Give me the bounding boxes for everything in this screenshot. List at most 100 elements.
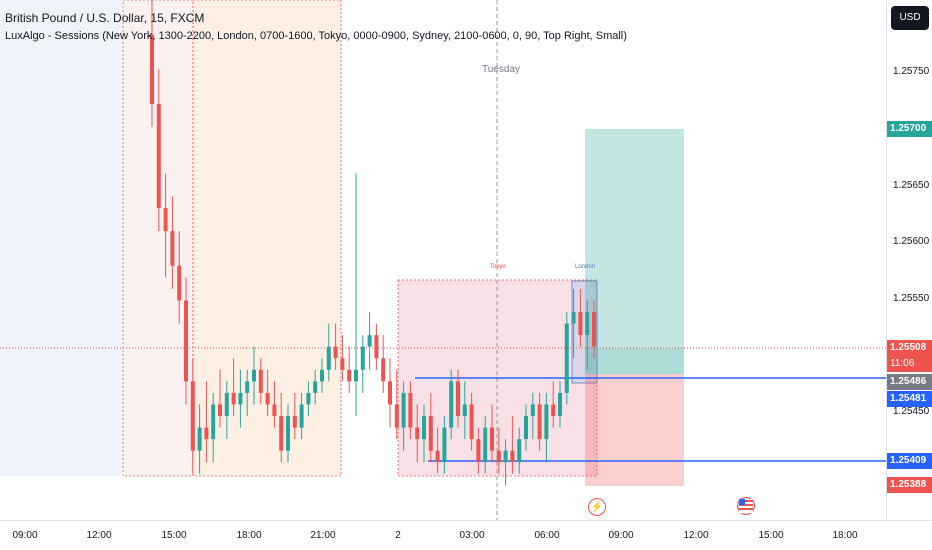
currency-button[interactable]: USD	[891, 6, 929, 30]
level-lower-label: 1.25409	[887, 453, 932, 469]
candle-body	[592, 312, 596, 347]
candle-body	[476, 439, 481, 463]
candle-body	[258, 369, 263, 393]
time-tick: 18:00	[832, 530, 858, 541]
candle-body	[578, 312, 583, 336]
candles-group	[150, 0, 596, 486]
candle-body	[381, 358, 386, 382]
candle-body	[394, 404, 399, 428]
candle-body	[170, 231, 175, 266]
london-label: London	[575, 264, 595, 270]
candle-body	[415, 427, 420, 440]
chart-area[interactable]: Tokyo London British Pound / U.S. Dollar…	[0, 0, 886, 520]
candle-body	[265, 392, 270, 405]
candle-body	[197, 427, 202, 451]
tokyo-label: Tokyo	[490, 264, 506, 270]
candlestick-chart[interactable]: Tokyo London	[0, 0, 886, 520]
candle-body	[163, 208, 168, 232]
time-tick: 12:00	[86, 530, 112, 541]
target-zone	[585, 129, 684, 374]
candle-body	[469, 404, 474, 440]
candle-body	[292, 416, 297, 428]
candle-body	[428, 416, 433, 451]
candle-body	[537, 404, 542, 440]
stop-zone	[585, 374, 684, 486]
candle-body	[286, 416, 290, 451]
candle-body	[272, 404, 277, 416]
entry-line-box	[585, 348, 684, 374]
candle-body	[442, 427, 447, 463]
candle-body	[279, 416, 284, 451]
candle-body	[422, 416, 426, 440]
time-tick: 03:00	[459, 530, 485, 541]
candle-body	[204, 427, 209, 440]
candle-body	[462, 404, 467, 416]
us-flag-icon[interactable]	[737, 497, 755, 515]
candle-body	[388, 381, 392, 405]
chart-header: British Pound / U.S. Dollar, 15, FXCM Lu…	[5, 11, 627, 43]
candle-body	[184, 300, 188, 382]
candle-body	[530, 404, 535, 416]
candle-body	[320, 369, 324, 382]
candle-body	[245, 381, 250, 393]
candle-body	[483, 427, 488, 463]
level-mid-label: 1.25481	[887, 391, 932, 407]
price-tick: 1.25750	[893, 66, 930, 77]
price-tick: 1.25650	[893, 180, 930, 191]
candle-body	[211, 404, 216, 440]
time-tick: 09:00	[608, 530, 634, 541]
price-tick: 1.25550	[893, 293, 930, 304]
candle-body	[190, 381, 195, 451]
candle-body	[408, 392, 413, 428]
stop-price-label: 1.25388	[887, 477, 932, 493]
candle-body	[496, 450, 501, 463]
candle-body	[456, 381, 460, 416]
candle-body	[510, 450, 515, 463]
time-tick: 18:00	[236, 530, 262, 541]
candle-body	[347, 369, 352, 382]
indicator-title[interactable]: LuxAlgo - Sessions (New York, 1300-2200,…	[5, 30, 627, 42]
candle-body	[401, 392, 406, 428]
candle-body	[313, 381, 318, 393]
session-box-sydney	[0, 0, 123, 476]
symbol-title[interactable]: British Pound / U.S. Dollar, 15, FXCM	[5, 11, 205, 25]
candle-body	[299, 404, 304, 428]
price-tick: 1.25450	[893, 406, 930, 417]
time-tick: 2	[395, 530, 401, 541]
candle-body	[326, 346, 331, 370]
price-axis[interactable]: USD 1.25750 1.25650 1.25600 1.25550 1.25…	[886, 0, 932, 520]
candle-body	[449, 381, 454, 428]
candle-body	[503, 450, 508, 463]
candle-body	[333, 346, 338, 359]
candle-body	[360, 346, 365, 370]
candle-body	[150, 34, 154, 104]
candle-body	[435, 450, 440, 463]
candle-body	[354, 369, 358, 382]
candle-body	[177, 265, 182, 301]
candle-body	[517, 439, 522, 463]
time-axis[interactable]: 09:00 12:00 15:00 18:00 21:00 2 03:00 06…	[0, 520, 932, 550]
candle-body	[252, 369, 256, 382]
target-price-label: 1.25700	[887, 121, 932, 137]
time-tick: 09:00	[12, 530, 38, 541]
candle-body	[306, 392, 311, 405]
lightning-icon[interactable]: ⚡	[588, 498, 606, 516]
candle-body	[544, 404, 549, 440]
flag-glyph	[739, 499, 753, 513]
candle-body	[490, 427, 494, 451]
candle-body	[156, 104, 161, 208]
candle-body	[558, 392, 562, 416]
session-box-newyork	[122, 0, 194, 477]
price-tick: 1.25600	[893, 236, 930, 247]
day-divider-label: Tuesday	[482, 64, 520, 75]
candle-body	[585, 312, 590, 336]
candle-body	[340, 358, 345, 370]
candle-body	[524, 416, 528, 440]
time-tick: 06:00	[534, 530, 560, 541]
countdown-label: 11:06	[887, 356, 932, 372]
candle-body	[231, 392, 236, 405]
current-price-label: 1.25508	[887, 340, 932, 356]
candle-body	[224, 392, 229, 416]
candle-body	[238, 392, 243, 405]
time-tick: 15:00	[161, 530, 187, 541]
